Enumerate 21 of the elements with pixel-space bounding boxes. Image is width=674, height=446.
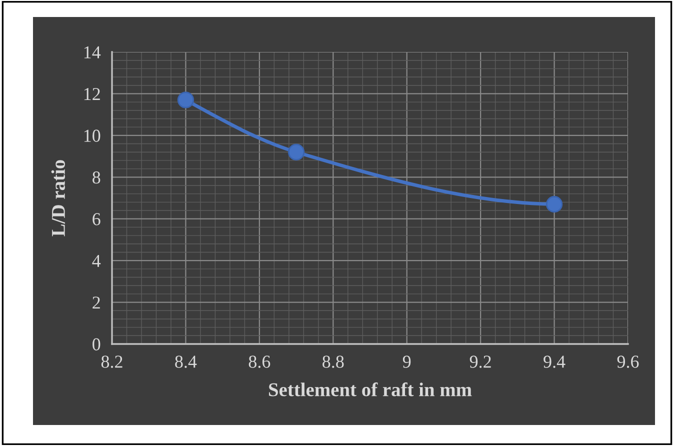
y-tick-label: 4 — [92, 254, 101, 267]
x-tick-label: 9.6 — [617, 356, 639, 368]
x-tick-label: 8.2 — [101, 356, 122, 368]
y-tick-label: 6 — [92, 213, 100, 226]
y-axis-title: L/D ratio — [51, 160, 65, 236]
x-axis-title: Settlement of raft in mm — [268, 382, 472, 396]
x-tick-label: 8.4 — [175, 356, 197, 368]
x-tick-label: 8.6 — [248, 356, 270, 368]
point — [288, 144, 305, 160]
y-tick-label: 12 — [84, 88, 100, 100]
point — [177, 92, 194, 108]
y-tick-label: 2 — [92, 296, 100, 309]
x-tick-label: 9 — [402, 356, 411, 368]
x-tick-label: 9.2 — [470, 356, 491, 368]
x-tick-label: 8.8 — [322, 356, 344, 368]
y-tick-label: 10 — [84, 130, 100, 142]
y-tick-label: 14 — [84, 46, 101, 58]
y-tick-label: 0 — [92, 338, 100, 350]
x-tick-label: 9.4 — [544, 356, 566, 368]
y-tick-label: 8 — [92, 171, 100, 184]
point — [546, 196, 563, 213]
